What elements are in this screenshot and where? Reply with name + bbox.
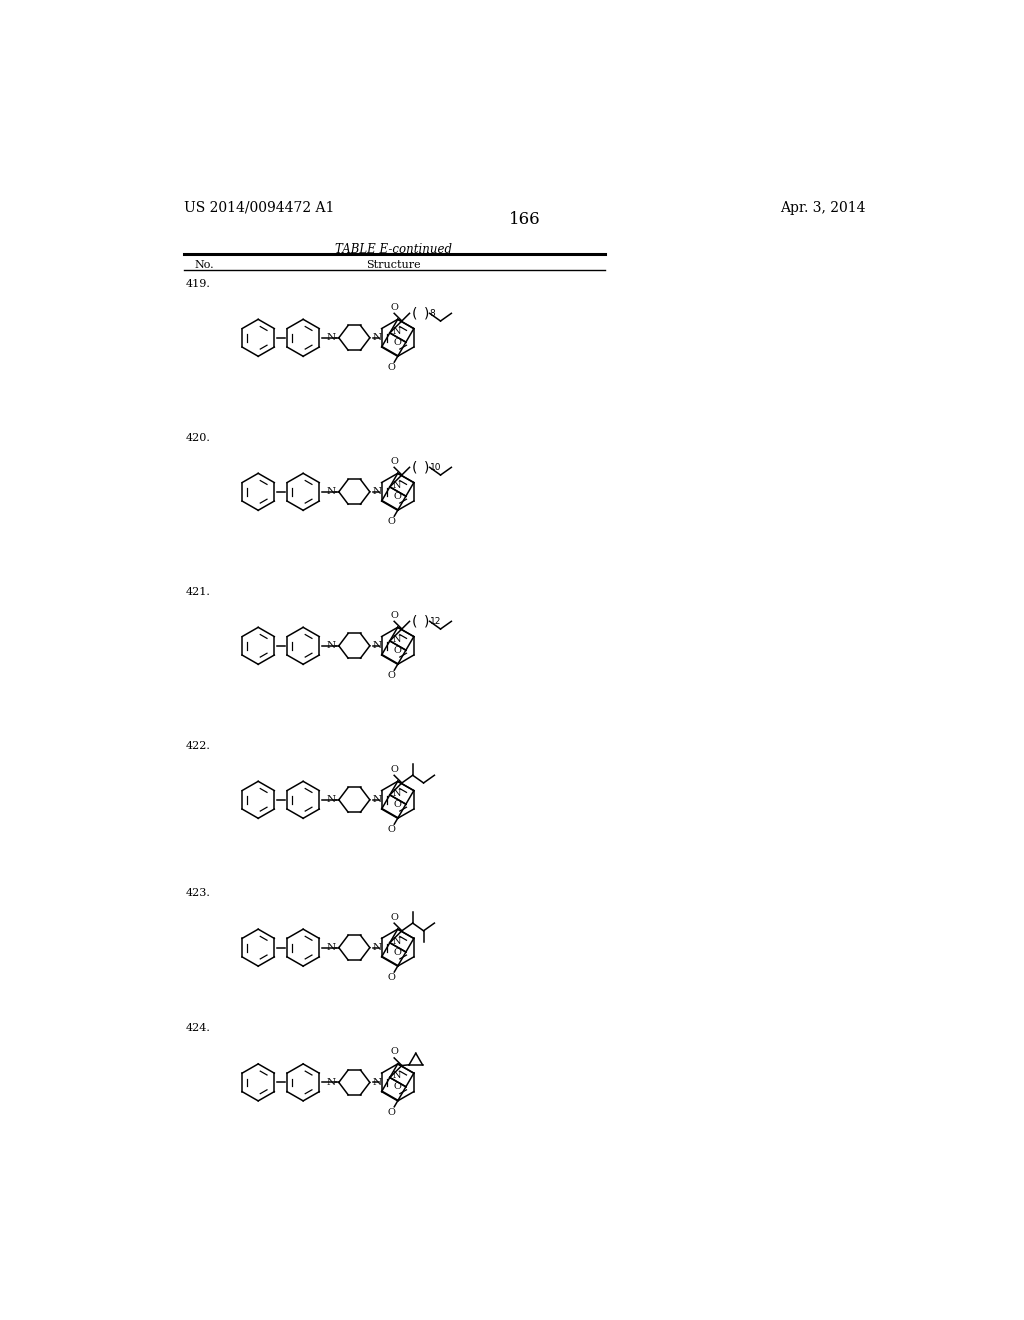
Text: O: O [390,457,398,466]
Text: O: O [393,491,401,500]
Text: 419.: 419. [186,279,211,289]
Text: O: O [387,517,395,525]
Text: ): ) [424,614,429,628]
Text: 10: 10 [430,463,441,471]
Text: N: N [373,642,382,651]
Text: O: O [387,825,395,834]
Text: (: ( [412,614,417,628]
Text: N: N [373,487,382,496]
Text: N: N [393,937,401,945]
Text: Structure: Structure [367,260,421,271]
Text: N: N [327,642,336,651]
Text: O: O [390,912,398,921]
Text: O: O [393,645,401,655]
Text: N: N [393,789,401,797]
Text: O: O [393,800,401,809]
Text: 423.: 423. [186,888,211,899]
Text: (: ( [412,306,417,321]
Text: 12: 12 [430,616,441,626]
Text: ): ) [424,461,429,474]
Text: N: N [327,487,336,496]
Text: O: O [387,973,395,982]
Text: 166: 166 [509,211,541,228]
Text: N: N [373,796,382,804]
Text: No.: No. [195,260,214,271]
Text: O: O [387,671,395,680]
Text: 424.: 424. [186,1023,211,1034]
Text: N: N [373,1078,382,1086]
Text: N: N [327,1078,336,1086]
Text: N: N [373,334,382,342]
Text: N: N [327,334,336,342]
Text: N: N [327,796,336,804]
Text: O: O [390,611,398,619]
Text: (: ( [412,461,417,474]
Text: 8: 8 [430,309,435,318]
Text: ): ) [424,306,429,321]
Text: US 2014/0094472 A1: US 2014/0094472 A1 [183,201,334,215]
Text: N: N [393,1072,401,1081]
Text: N: N [373,944,382,952]
Text: N: N [327,944,336,952]
Text: 422.: 422. [186,741,211,751]
Text: O: O [393,1082,401,1092]
Text: N: N [393,635,401,644]
Text: Apr. 3, 2014: Apr. 3, 2014 [780,201,866,215]
Text: TABLE E-continued: TABLE E-continued [335,243,453,256]
Text: O: O [387,1107,395,1117]
Text: N: N [393,480,401,490]
Text: O: O [393,948,401,957]
Text: O: O [390,764,398,774]
Text: O: O [390,302,398,312]
Text: O: O [390,1047,398,1056]
Text: N: N [393,327,401,335]
Text: O: O [393,338,401,347]
Text: 420.: 420. [186,433,211,442]
Text: O: O [387,363,395,372]
Text: 421.: 421. [186,586,211,597]
